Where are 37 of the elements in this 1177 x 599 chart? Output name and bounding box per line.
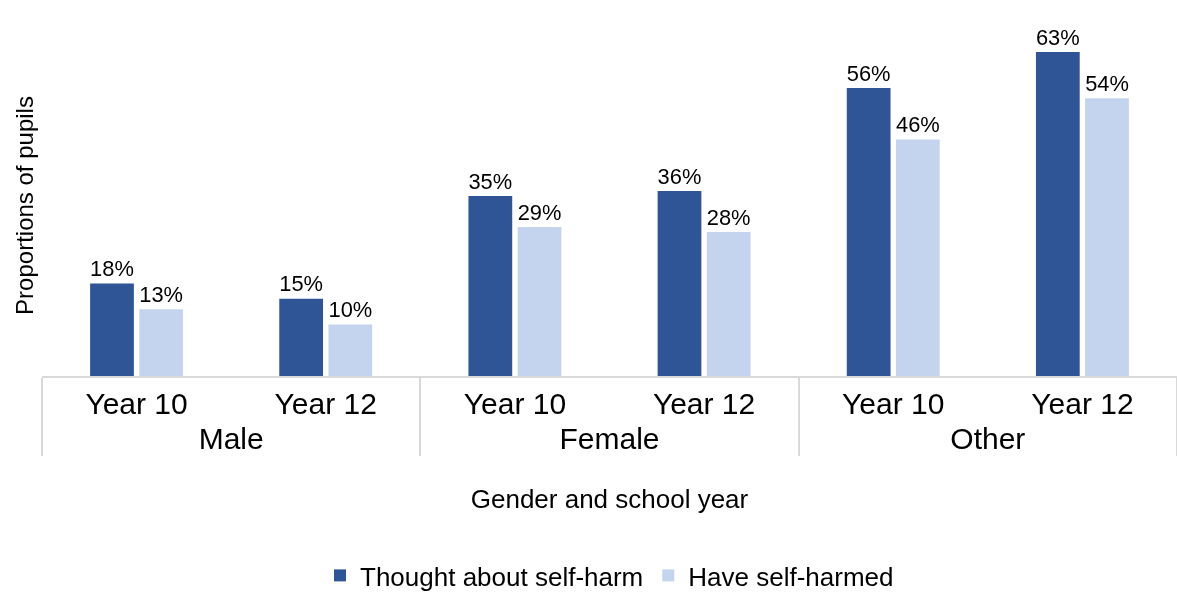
data-label: 13% — [139, 281, 184, 307]
bar — [1035, 52, 1080, 376]
data-label: 10% — [328, 297, 373, 323]
category-label: Year 12 — [1031, 387, 1134, 420]
category-label: Year 10 — [463, 387, 567, 420]
bar — [328, 324, 373, 376]
bar — [279, 298, 324, 376]
category-label: Other — [950, 422, 1026, 455]
x-axis-title: Gender and school year — [470, 484, 749, 515]
data-label: 46% — [895, 112, 940, 138]
bar — [706, 232, 751, 376]
y-axis-title: Proportions of pupils — [11, 96, 39, 315]
legend-label: Thought about self-harm — [360, 561, 644, 592]
data-label: 18% — [90, 256, 134, 282]
data-label: 15% — [279, 271, 324, 297]
bar — [1085, 98, 1129, 376]
bar — [846, 88, 891, 376]
data-label: 35% — [468, 168, 513, 194]
data-label: 63% — [1035, 24, 1080, 50]
category-label: Year 10 — [85, 387, 188, 420]
bar — [468, 196, 513, 376]
data-label: 28% — [706, 204, 751, 230]
bar — [895, 139, 940, 376]
data-label: 56% — [846, 60, 891, 86]
legend-label: Have self-harmed — [688, 561, 894, 592]
category-label: Female — [559, 422, 660, 455]
bar — [517, 226, 562, 376]
category-label: Year 12 — [274, 387, 377, 420]
data-label: 29% — [517, 199, 562, 225]
category-label: Year 12 — [652, 387, 756, 420]
bar — [139, 309, 184, 376]
category-label: Male — [198, 422, 264, 455]
data-label: 36% — [657, 163, 702, 189]
bar — [657, 190, 702, 376]
category-label: Year 10 — [842, 387, 945, 420]
bar — [90, 283, 134, 376]
data-label: 54% — [1085, 70, 1129, 96]
